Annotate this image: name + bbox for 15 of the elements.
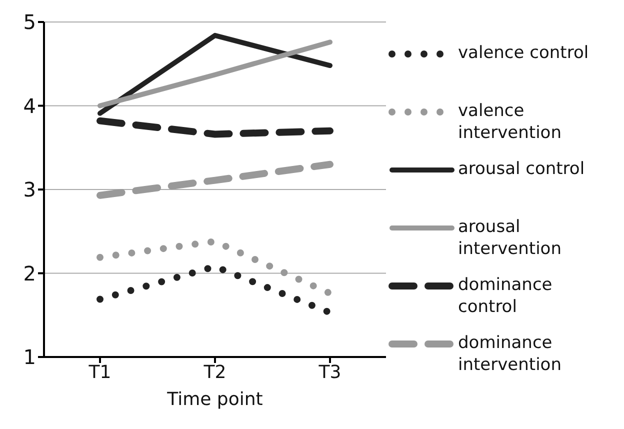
legend-label: valence control xyxy=(458,42,590,64)
legend-label: dominance intervention xyxy=(458,332,562,376)
y-tick-label: 5 xyxy=(23,10,36,34)
y-tick-label: 3 xyxy=(23,178,36,202)
legend-label: arousal intervention xyxy=(458,216,562,260)
y-tick-label: 2 xyxy=(23,261,36,286)
y-tick-label: 1 xyxy=(23,345,36,370)
x-tick-label: T3 xyxy=(318,362,342,383)
legend-label: arousal control xyxy=(458,158,586,180)
x-axis-title: Time point xyxy=(166,389,263,410)
legend-label: valence intervention xyxy=(458,100,562,144)
x-tick-label: T1 xyxy=(88,362,112,383)
x-tick-label: T2 xyxy=(202,362,226,383)
legend-label: dominance control xyxy=(458,274,554,318)
y-tick-label: 4 xyxy=(23,94,36,118)
